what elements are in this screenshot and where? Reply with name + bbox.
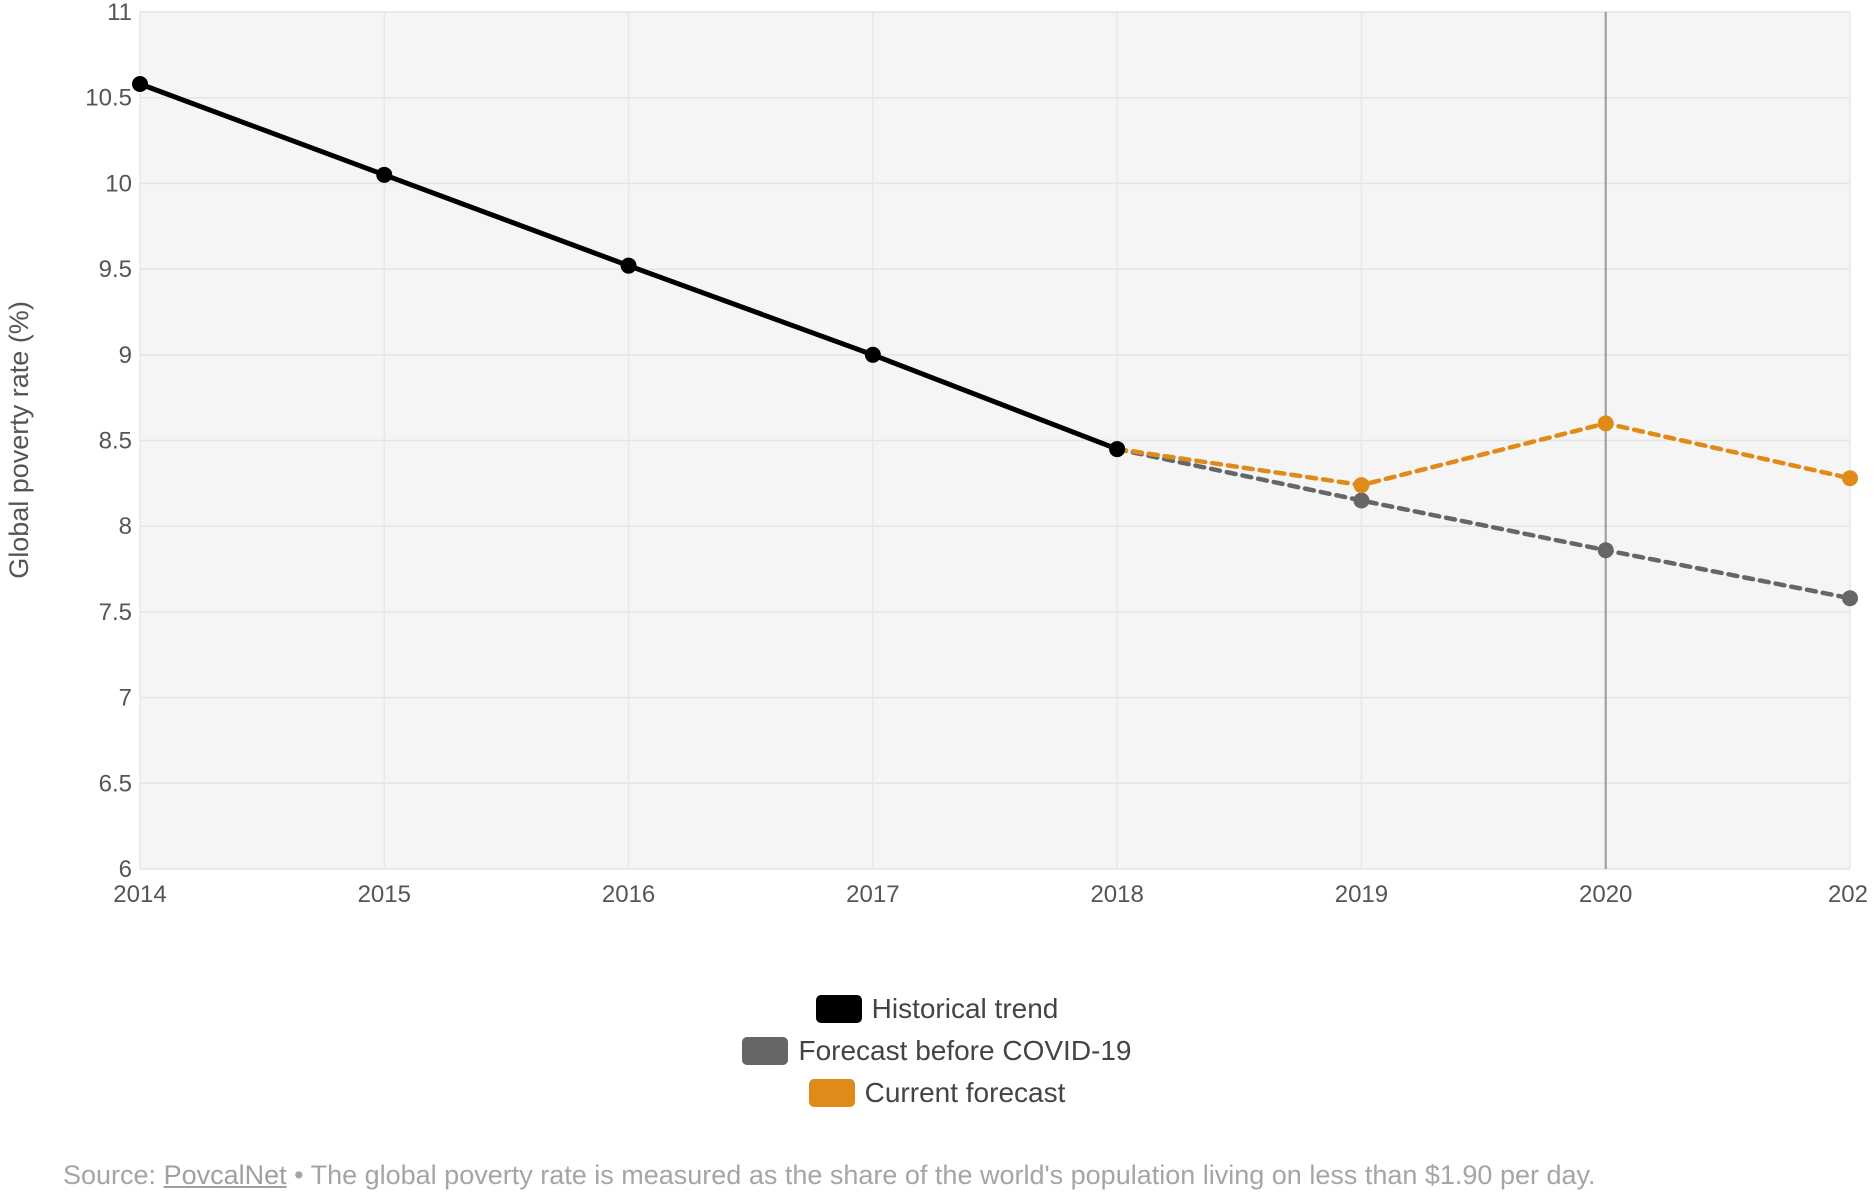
- x-tick-label: 2018: [1090, 881, 1143, 908]
- series-points: [132, 75, 1858, 607]
- x-tick-label: 2016: [602, 881, 655, 908]
- y-tick-label: 10: [105, 170, 132, 197]
- x-tick-label: 202: [1828, 881, 1868, 908]
- y-tick-label: 8: [119, 513, 132, 540]
- legend-label: Historical trend: [871, 993, 1059, 1024]
- x-tick-label: 2015: [358, 881, 411, 908]
- legend: Historical trend Forecast before COVID-1…: [0, 988, 1874, 1114]
- source-note: Source: PovcalNet • The global poverty r…: [63, 1160, 1596, 1191]
- y-tick-label: 8.5: [99, 428, 132, 455]
- y-axis-label: Global poverty rate (%): [4, 301, 34, 579]
- y-tick-label: 9.5: [99, 256, 132, 283]
- grid-lines: [139, 11, 1851, 870]
- y-axis-ticks: 11 10.5 10 9.5 9 8.5 8 7.5 7 6.5 6: [85, 0, 132, 883]
- series-line-forecast-before-covid-19: [1114, 446, 1853, 601]
- source-link[interactable]: PovcalNet: [163, 1160, 287, 1190]
- x-tick-label: 2014: [113, 881, 166, 908]
- legend-label: Current forecast: [864, 1077, 1066, 1108]
- data-point-historical-trend-2016: [620, 257, 637, 274]
- y-tick-label: 10.5: [85, 85, 132, 112]
- y-tick-label: 6.5: [99, 770, 132, 797]
- data-point-historical-trend-2017: [864, 346, 881, 363]
- source-prefix: Source:: [63, 1160, 164, 1190]
- x-axis-ticks: 2014 2015 2016 2017 2018 2019 2020 202: [113, 881, 1868, 908]
- y-tick-label: 11: [107, 0, 132, 26]
- legend-label: Forecast before COVID-19: [798, 1035, 1132, 1066]
- y-tick-label: 7: [119, 685, 132, 712]
- source-text: • The global poverty rate is measured as…: [286, 1160, 1596, 1190]
- data-point-forecast-before-covid-19-2019: [1353, 492, 1370, 509]
- legend-item-historical[interactable]: Historical trend: [0, 988, 1874, 1030]
- data-point-historical-trend-2015: [376, 166, 393, 183]
- data-point-historical-trend-2014: [132, 75, 148, 92]
- data-point-forecast-before-covid-19-2020: [1597, 542, 1614, 559]
- data-point-current-forecast-2020: [1597, 415, 1614, 432]
- x-tick-label: 2020: [1579, 881, 1632, 908]
- legend-swatch: [742, 1037, 789, 1065]
- data-point-current-forecast-2019: [1353, 477, 1370, 494]
- legend-item-forecast-before-covid[interactable]: Forecast before COVID-19: [0, 1030, 1874, 1072]
- data-point-current-forecast-2021: [1842, 470, 1858, 487]
- x-tick-label: 2017: [846, 881, 899, 908]
- data-point-forecast-before-covid-19-2021: [1842, 590, 1858, 607]
- y-tick-label: 9: [119, 342, 132, 369]
- x-tick-label: 2019: [1335, 881, 1388, 908]
- legend-item-current-forecast[interactable]: Current forecast: [0, 1072, 1874, 1114]
- y-tick-label: 6: [119, 856, 132, 883]
- legend-swatch: [808, 1079, 855, 1107]
- y-tick-label: 7.5: [99, 599, 132, 626]
- legend-swatch: [815, 995, 862, 1023]
- series-line-current-forecast: [1114, 421, 1853, 488]
- data-point-historical-trend-2018: [1109, 441, 1126, 458]
